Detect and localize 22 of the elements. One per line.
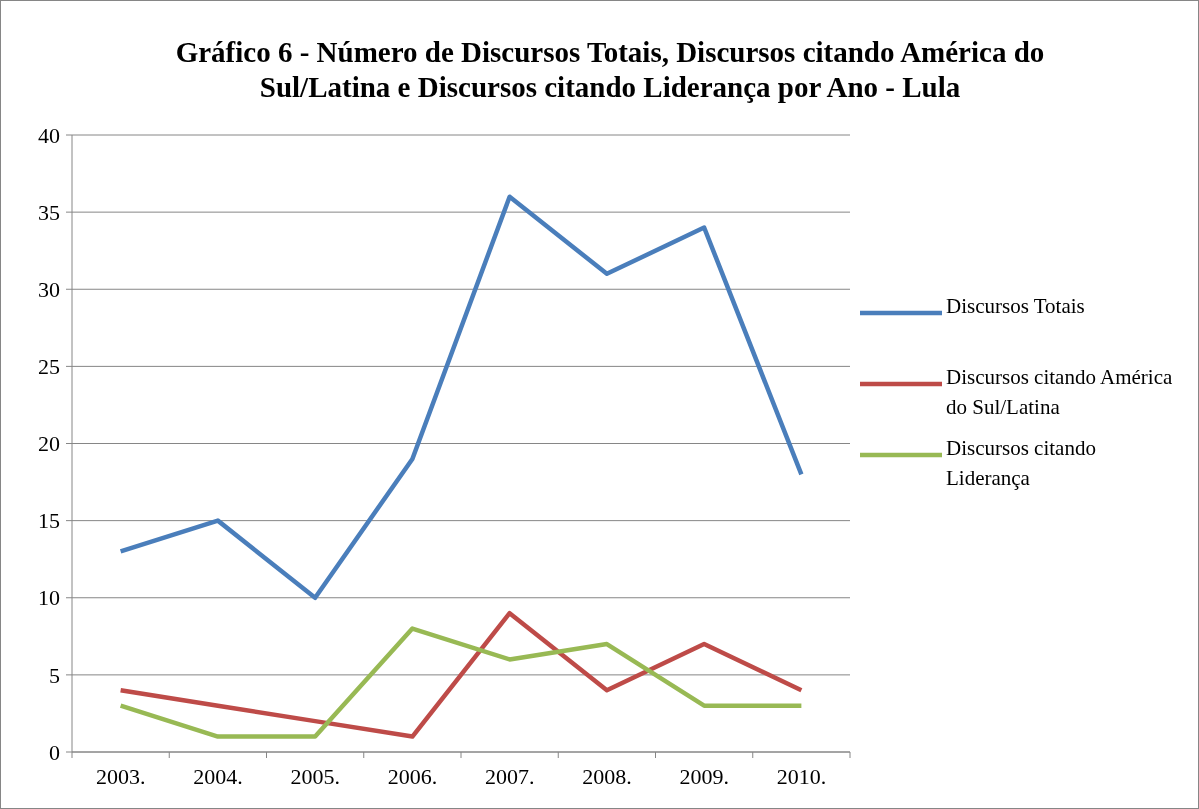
x-tick-label: 2008. [582,764,632,789]
y-tick-label: 20 [38,431,60,457]
legend-label: Discursos citando Liderança [946,436,1096,490]
y-tick-label: 40 [38,122,60,148]
line-series [118,194,804,600]
y-tick-label: 10 [38,585,60,611]
y-tick-label: 0 [49,739,60,765]
legend-label: Discursos Totais [946,294,1085,318]
y-tick-label: 5 [49,662,60,688]
x-tick-label: 2009. [679,764,729,789]
x-tick-label: 2010. [776,764,827,789]
x-tick-label: 2006. [387,764,438,789]
y-tick-label: 30 [38,276,60,302]
x-tick-label: 2007. [484,764,535,789]
x-tick-label: 2003. [95,764,146,789]
chart-title: Gráfico 6 - Número de Discursos Totais, Discursos citando América do Sul/Latina e Discursos citando Liderança por Ano - Lula [175,36,1045,103]
y-tick-label: 25 [38,354,60,380]
x-tick-label: 2004. [193,764,243,789]
x-tick-label: 2005. [290,764,340,789]
y-tick-label: 15 [38,508,60,534]
y-tick-label: 35 [38,199,60,225]
legend-label: Discursos citando América do Sul/Latina [946,365,1173,419]
